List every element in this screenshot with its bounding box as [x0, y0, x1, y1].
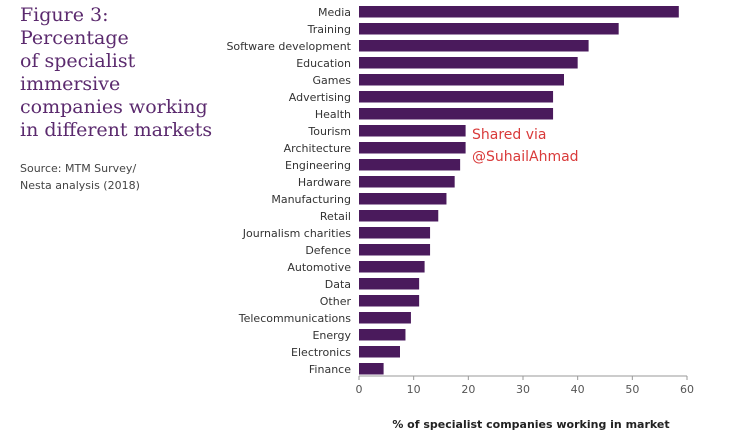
figure-source: Source: MTM Survey/ Nesta analysis (2018… — [20, 160, 220, 194]
bar-health — [359, 108, 554, 120]
category-label: Education — [296, 57, 351, 70]
watermark-line: Shared via — [472, 127, 547, 143]
bar-telecommunications — [359, 312, 411, 324]
category-label: Advertising — [289, 91, 351, 104]
bar-hardware — [359, 176, 455, 188]
category-label: Software development — [226, 40, 351, 53]
category-label: Tourism — [307, 125, 351, 138]
bar-defence — [359, 244, 431, 256]
bar-retail — [359, 210, 439, 222]
x-tick-label: 30 — [516, 383, 530, 396]
bar-finance — [359, 363, 384, 375]
bar-education — [359, 57, 578, 69]
watermark: Shared via @SuhailAhmad — [472, 124, 579, 168]
watermark-line: @SuhailAhmad — [472, 149, 579, 165]
x-tick-label: 20 — [461, 383, 475, 396]
category-label: Training — [307, 23, 351, 36]
category-label: Finance — [309, 363, 351, 376]
bar-media — [359, 6, 679, 18]
category-label: Media — [318, 6, 351, 19]
figure-title-line: Percentage — [20, 27, 129, 49]
category-label: Data — [325, 278, 351, 291]
category-labels-layer: Media Training Software development Educati… — [226, 6, 351, 376]
category-label: Games — [313, 74, 352, 87]
bar-games — [359, 74, 564, 86]
category-label: Manufacturing — [271, 193, 351, 206]
source-line: Source: MTM Survey/ — [20, 162, 137, 175]
figure-title-line: in different markets — [20, 119, 213, 141]
source-line: Nesta analysis (2018) — [20, 179, 140, 192]
category-label: Retail — [320, 210, 351, 223]
bar-training — [359, 23, 619, 35]
x-tick-label: 10 — [407, 383, 421, 396]
figure-title-line: of specialist — [20, 50, 136, 72]
category-label: Hardware — [298, 176, 351, 189]
bar-software-development — [359, 40, 589, 52]
category-label: Defence — [305, 244, 351, 257]
category-label: Architecture — [284, 142, 352, 155]
category-label: Telecommunications — [238, 312, 352, 325]
x-tick-label: 40 — [571, 383, 585, 396]
figure-title-line: companies working — [20, 96, 208, 118]
category-label: Electronics — [291, 346, 351, 359]
figure-title: Figure 3: Percentage of specialist immer… — [20, 4, 220, 142]
bar-advertising — [359, 91, 554, 103]
figure-title-line: immersive — [20, 73, 121, 95]
bars-layer — [359, 6, 679, 375]
x-tick-label: 60 — [680, 383, 694, 396]
category-label: Health — [315, 108, 351, 121]
bar-tourism — [359, 125, 466, 137]
bar-architecture — [359, 142, 466, 154]
figure-title-line: Figure 3: — [20, 4, 109, 26]
x-axis-title: % of specialist companies working in mar… — [392, 418, 669, 431]
category-label: Energy — [312, 329, 351, 342]
x-tick-label: 50 — [625, 383, 639, 396]
bar-electronics — [359, 346, 400, 358]
bar-journalism-charities — [359, 227, 431, 239]
x-axis: 0 10 20 30 40 50 60 — [356, 375, 694, 396]
bar-data — [359, 278, 420, 290]
bar-automotive — [359, 261, 425, 273]
bar-manufacturing — [359, 193, 447, 205]
x-tick-label: 0 — [356, 383, 363, 396]
category-label: Journalism charities — [242, 227, 352, 240]
category-label: Other — [320, 295, 352, 308]
bar-other — [359, 295, 420, 307]
category-label: Engineering — [285, 159, 351, 172]
bar-engineering — [359, 159, 461, 171]
bar-energy — [359, 329, 406, 341]
category-label: Automotive — [287, 261, 351, 274]
